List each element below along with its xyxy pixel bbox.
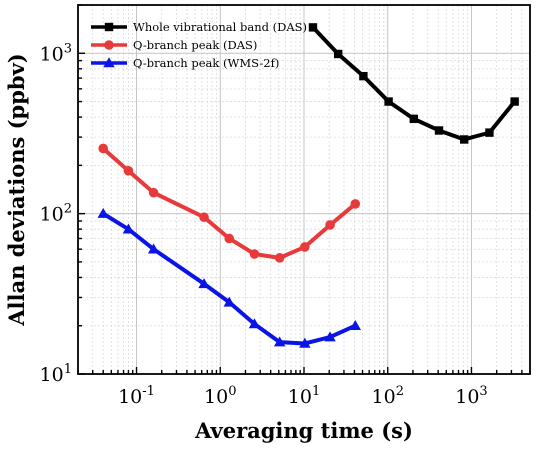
series-line — [101, 146, 357, 260]
data-point-triangle — [198, 278, 210, 289]
data-point-triangle — [147, 243, 160, 254]
grid-lines — [77, 4, 531, 375]
legend: Whole vibrational band (DAS) Q-branch pea… — [91, 20, 307, 70]
data-point-circle — [104, 40, 114, 50]
data-point-square — [359, 71, 368, 81]
data-point-triangle — [299, 337, 311, 348]
axis-ticks: 10-1 100 101 102 103 101 102 103 — [40, 4, 531, 408]
data-point-circle — [300, 242, 310, 252]
data-point-square — [308, 23, 318, 32]
data-point-triangle — [349, 320, 361, 331]
data-point-triangle — [97, 207, 109, 218]
data-point-square — [333, 49, 343, 59]
data-point-triangle — [324, 331, 336, 342]
data-point-circle — [274, 253, 285, 263]
x-tick-label: 101 — [288, 384, 320, 408]
series-group — [97, 23, 519, 348]
y-axis-title: Allan deviations (ppbv) — [4, 53, 29, 326]
x-tick-label: 100 — [204, 384, 236, 408]
y-tick-label: 101 — [40, 362, 72, 386]
data-point-triangle — [248, 318, 261, 329]
series-group — [98, 143, 361, 263]
legend-label: Q-branch peak (WMS-2f) — [133, 56, 279, 70]
data-point-square — [104, 22, 114, 32]
data-point-circle — [249, 249, 260, 259]
data-point-circle — [123, 165, 134, 176]
y-tick-label: 102 — [40, 202, 72, 226]
y-tick-label: 103 — [40, 41, 72, 65]
x-axis-title: Averaging time (s) — [194, 418, 413, 443]
data-point-square — [434, 126, 444, 135]
data-point-circle — [325, 220, 335, 230]
series-line — [102, 211, 357, 346]
x-tick-label: 10-1 — [118, 384, 155, 408]
data-point-square — [485, 128, 494, 137]
x-tick-label: 103 — [455, 384, 487, 408]
data-point-square — [384, 97, 393, 106]
data-point-square — [510, 97, 519, 106]
series-group — [97, 207, 361, 348]
legend-label: Q-branch peak (DAS) — [133, 38, 257, 52]
data-point-triangle — [223, 296, 235, 307]
data-point-triangle — [122, 223, 135, 234]
data-point-circle — [148, 187, 159, 198]
data-point-circle — [98, 143, 109, 154]
data-point-circle — [350, 199, 361, 209]
data-point-circle — [224, 233, 235, 244]
x-tick-label: 102 — [372, 384, 404, 408]
data-point-square — [460, 135, 469, 144]
data-point-circle — [199, 212, 209, 223]
data-point-triangle — [273, 336, 286, 347]
series-group — [308, 23, 519, 144]
data-point-square — [409, 114, 419, 124]
data-point-triangle — [103, 57, 115, 68]
legend-label: Whole vibrational band (DAS) — [133, 20, 307, 34]
